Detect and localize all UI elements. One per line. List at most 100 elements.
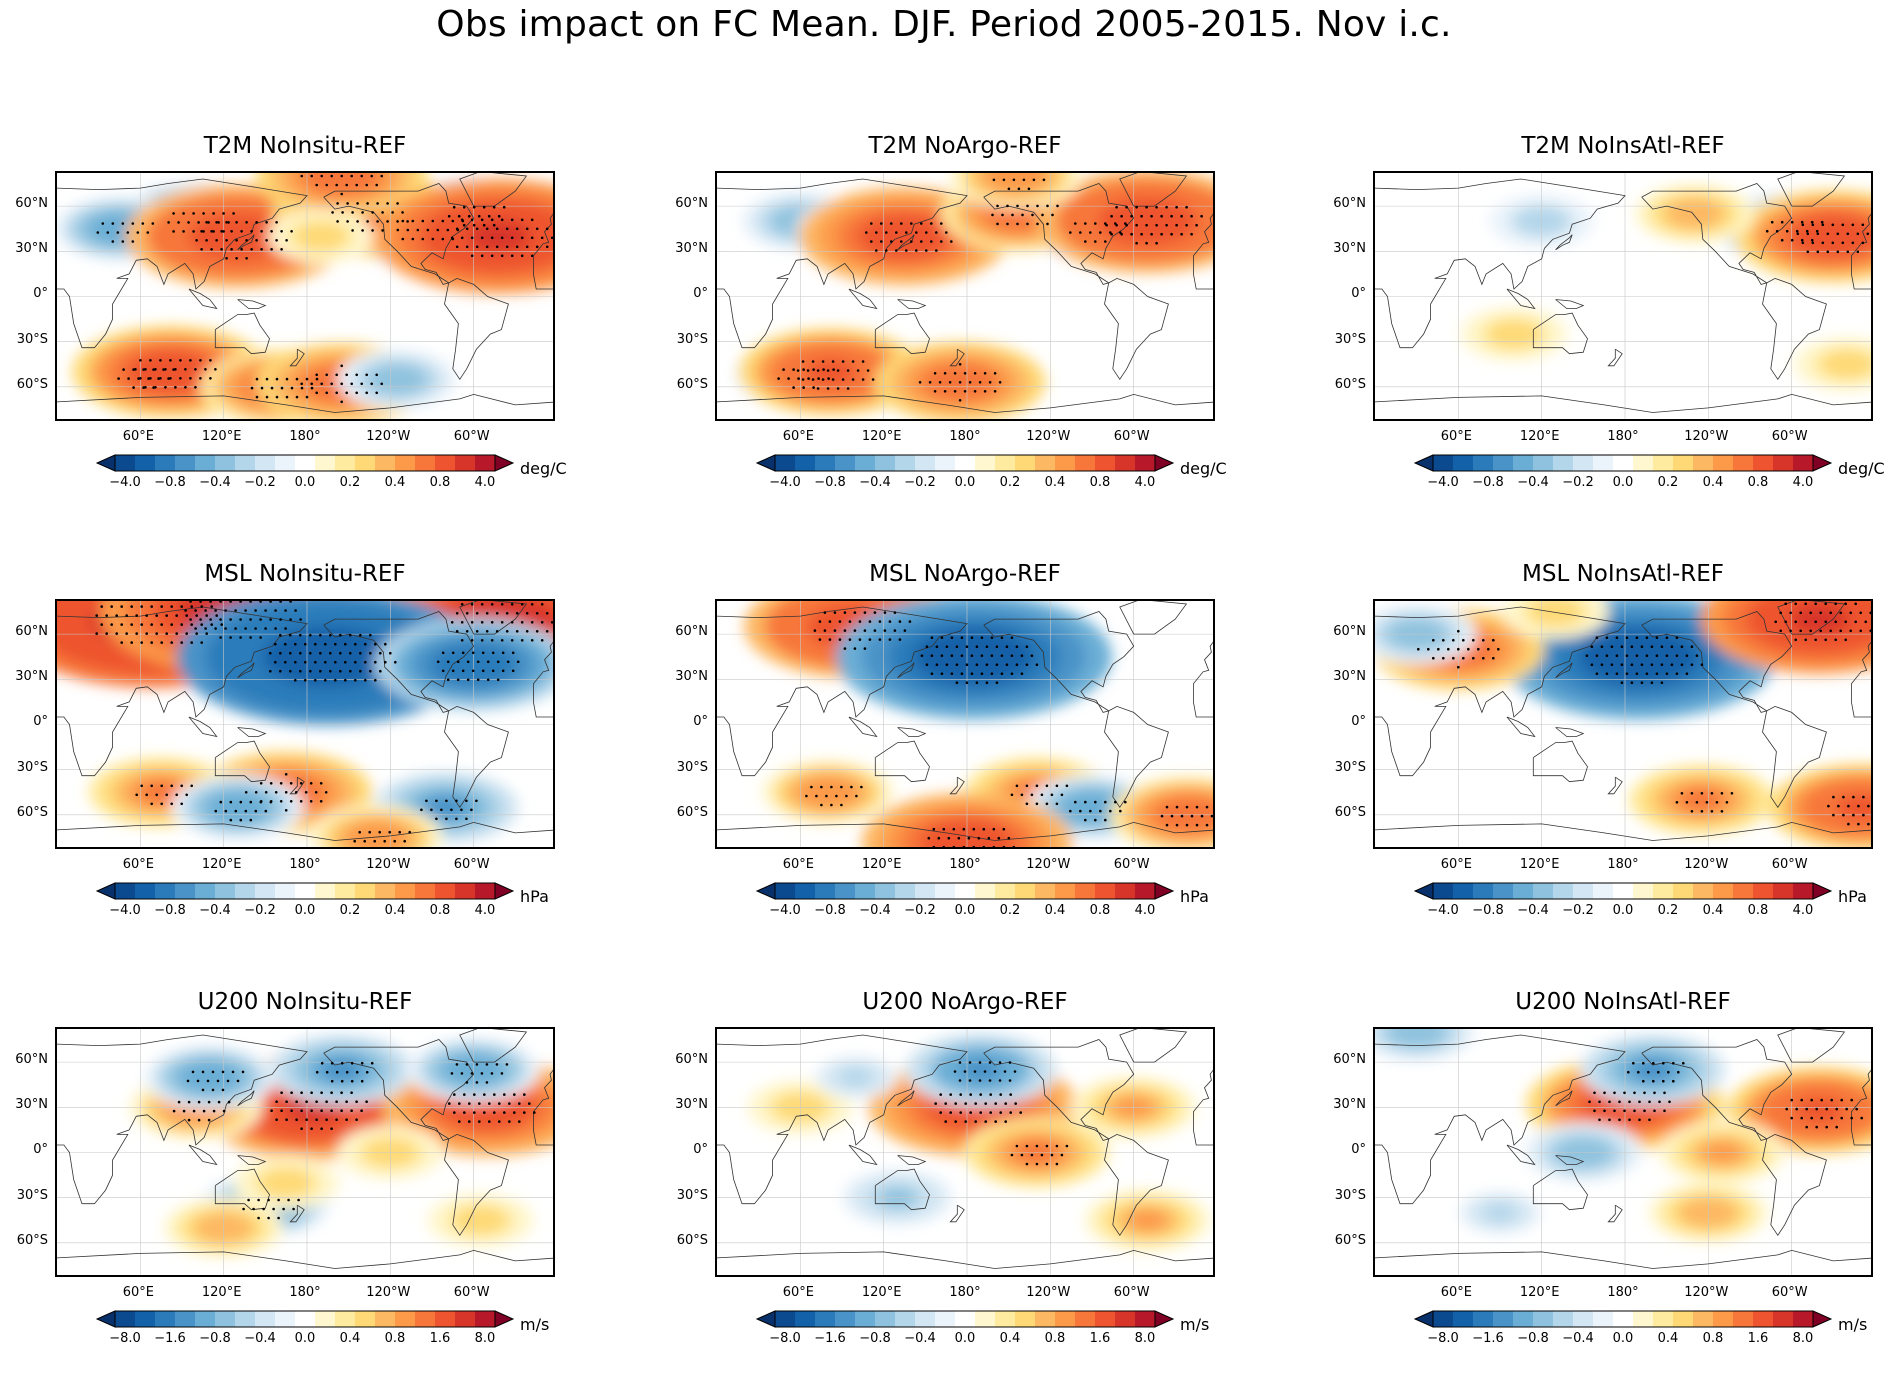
colorbar-segment — [1673, 455, 1693, 471]
significance-dot — [511, 255, 514, 258]
significance-dot — [339, 670, 342, 673]
significance-dot — [501, 237, 504, 240]
significance-dot — [1165, 224, 1168, 227]
significance-dot — [815, 795, 818, 798]
significance-dot — [1652, 1062, 1655, 1065]
coastline — [57, 1250, 555, 1268]
significance-dot — [200, 641, 203, 644]
significance-dot — [350, 175, 353, 178]
significance-dot — [824, 611, 827, 614]
significance-dot — [265, 791, 268, 794]
significance-dot — [209, 377, 212, 380]
significance-dot — [330, 383, 333, 386]
significance-dot — [442, 220, 445, 223]
colorbar-segment — [1713, 883, 1733, 899]
significance-dot — [203, 1110, 206, 1113]
significance-dot — [976, 663, 979, 666]
colorbar-tick-label: 8.0 — [460, 1331, 510, 1346]
significance-dot — [1013, 846, 1016, 849]
colorbar-segment — [1713, 455, 1733, 471]
significance-dot — [316, 1071, 319, 1074]
colorbar-tick-label: −0.4 — [235, 1331, 285, 1346]
lon-tick-label: 180° — [275, 429, 335, 444]
significance-dot — [857, 369, 860, 372]
coastline — [1556, 728, 1584, 737]
significance-dot — [1801, 221, 1804, 224]
significance-dot — [366, 1071, 369, 1074]
significance-dot — [247, 1199, 250, 1202]
colorbar-segment — [1733, 1311, 1753, 1327]
significance-dot — [301, 387, 304, 390]
significance-dot — [1006, 223, 1009, 226]
significance-dot — [299, 634, 302, 637]
significance-dot — [456, 228, 459, 231]
significance-dot — [1482, 657, 1485, 660]
significance-dot — [1021, 214, 1024, 217]
colorbar-segment — [1553, 1311, 1573, 1327]
significance-dot — [304, 679, 307, 682]
colorbar-tick-label: 0.8 — [1030, 1331, 1080, 1346]
significance-dot — [393, 840, 396, 843]
colorbar-segment — [1693, 455, 1713, 471]
significance-dot — [290, 1091, 293, 1094]
significance-dot — [1586, 654, 1589, 657]
significance-dot — [1601, 645, 1604, 648]
significance-dot — [145, 794, 148, 797]
colorbar-segment — [995, 455, 1015, 471]
lat-tick-label: 60°N — [668, 1052, 708, 1067]
significance-dot — [1094, 819, 1097, 822]
lon-tick-label: 60°E — [1426, 429, 1486, 444]
significance-dot — [160, 803, 163, 806]
significance-dot — [1176, 824, 1179, 827]
significance-dot — [150, 785, 153, 788]
significance-dot — [160, 641, 163, 644]
significance-dot — [1056, 205, 1059, 208]
significance-dot — [1849, 630, 1852, 633]
significance-dot — [1686, 801, 1689, 804]
significance-dot — [1842, 796, 1845, 799]
significance-dot — [880, 222, 883, 225]
colorbar-segment — [855, 1311, 875, 1327]
significance-dot — [471, 255, 474, 258]
significance-dot — [1668, 1101, 1671, 1104]
significance-dot — [966, 663, 969, 666]
colorbar-segment — [1513, 1311, 1533, 1327]
significance-dot — [996, 223, 999, 226]
significance-dot — [493, 206, 496, 209]
significance-dot — [369, 652, 372, 655]
colorbar-segment — [1593, 455, 1613, 471]
significance-dot — [208, 1119, 211, 1122]
lon-tick-label: 120°E — [852, 429, 912, 444]
significance-dot — [1006, 645, 1009, 648]
significance-dot — [994, 390, 997, 393]
significance-dot — [169, 377, 172, 380]
significance-dot — [215, 810, 218, 813]
significance-dot — [165, 614, 168, 617]
significance-dot — [215, 221, 218, 224]
significance-dot — [468, 215, 471, 218]
colorbar-unit: deg/C — [1180, 459, 1227, 478]
significance-dot — [1201, 815, 1204, 818]
significance-dot — [310, 782, 313, 785]
significance-dot — [959, 1079, 962, 1082]
colorbar-segment — [1473, 1311, 1493, 1327]
significance-dot — [496, 228, 499, 231]
significance-dot — [1021, 1154, 1024, 1157]
significance-dot — [275, 221, 278, 224]
significance-dot — [976, 645, 979, 648]
significance-dot — [214, 627, 217, 630]
significance-dot — [340, 383, 343, 386]
significance-dot — [398, 831, 401, 834]
significance-dot — [996, 205, 999, 208]
significance-dot — [541, 621, 544, 624]
colorbar-segment — [1533, 1311, 1553, 1327]
significance-dot — [993, 846, 996, 849]
significance-dot — [155, 632, 158, 635]
significance-dot — [487, 679, 490, 682]
colorbar-tick-label: −0.2 — [895, 903, 945, 918]
significance-dot — [224, 627, 227, 630]
significance-dot — [1001, 636, 1004, 639]
significance-dot — [1835, 1126, 1838, 1129]
significance-dot — [475, 800, 478, 803]
